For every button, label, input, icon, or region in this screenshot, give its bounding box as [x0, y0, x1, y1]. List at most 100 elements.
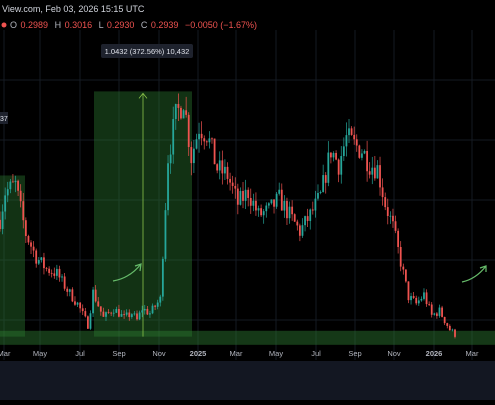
candle-body-62	[159, 296, 162, 303]
candle-body-163	[420, 298, 423, 301]
candle-body-142	[366, 150, 369, 172]
candle-body-171	[441, 307, 443, 317]
candle-body-167	[430, 304, 433, 315]
candle-body-150	[386, 207, 389, 216]
candle-body-111	[286, 200, 288, 219]
curved-arrow-right	[461, 265, 487, 283]
curved-arrow-left	[112, 263, 142, 282]
x-tick-label-10: Nov	[387, 349, 401, 358]
candle-body-175	[451, 329, 454, 331]
measure-label-text: 1.0432 (372.56%) 10,432	[105, 47, 190, 56]
candle-body-100	[257, 208, 260, 211]
l-label: L	[99, 20, 104, 30]
candle-body-123	[317, 192, 319, 199]
candle-body-65	[167, 163, 169, 211]
candle-body-7	[17, 180, 19, 191]
o-label: O	[10, 20, 17, 30]
support-zone	[0, 330, 495, 345]
candles	[0, 93, 456, 339]
x-tick-label-5: 2025	[190, 349, 207, 358]
change-value: −0.0050 (−1.67%)	[185, 20, 257, 30]
candle-body-4	[9, 181, 12, 190]
candle-body-31	[79, 302, 82, 309]
h-value: 0.3016	[65, 20, 93, 30]
candle-body-143	[368, 171, 371, 175]
candle-body-90	[231, 182, 234, 186]
candle-body-116	[298, 225, 301, 236]
candle-body-64	[164, 210, 167, 259]
candle-body-35	[89, 313, 92, 329]
candle-body-153	[394, 221, 397, 231]
candle-body-168	[433, 313, 436, 315]
candle-body-52	[133, 313, 136, 315]
candle-body-50	[128, 312, 131, 318]
candle-body-97	[249, 197, 252, 206]
candle-body-38	[97, 301, 100, 307]
curved-arrow-right-head	[479, 265, 487, 272]
candle-body-6	[14, 180, 17, 183]
candle-body-8	[19, 190, 22, 202]
candle-body-30	[76, 302, 79, 305]
measure-arrow-head	[138, 92, 148, 99]
candle-body-169	[436, 313, 438, 316]
source-line: View.com, Feb 03, 2026 15:15 UTC	[2, 4, 145, 14]
candle-body-80	[205, 141, 208, 143]
candle-body-120	[309, 209, 312, 221]
candle-body-149	[384, 197, 387, 208]
candle-body-32	[81, 308, 84, 312]
candle-body-98	[252, 200, 255, 206]
candle-body-108	[278, 189, 281, 194]
candle-body-34	[86, 316, 89, 329]
candle-body-156	[402, 266, 405, 270]
candle-body-87	[224, 166, 226, 174]
left-label: 37	[0, 112, 8, 124]
candle-body-158	[407, 281, 410, 301]
candle-body-91	[234, 185, 237, 189]
candle-body-0	[0, 219, 1, 229]
candle-body-13	[32, 246, 35, 251]
candle-body-135	[348, 128, 350, 136]
candle-body-124	[319, 191, 322, 193]
x-tick-label-3: Sep	[112, 349, 125, 358]
candle-body-10	[24, 220, 27, 237]
x-tick-label-0: Mar	[0, 349, 11, 358]
candle-body-26	[66, 288, 69, 292]
candle-body-126	[324, 175, 327, 183]
candle-body-151	[389, 215, 392, 217]
candle-body-49	[125, 312, 128, 315]
candle-body-63	[161, 258, 164, 297]
candle-body-94	[242, 191, 244, 201]
candle-body-85	[218, 160, 221, 171]
candle-body-162	[417, 300, 420, 304]
candle-body-125	[322, 175, 325, 192]
candle-body-58	[149, 313, 151, 315]
measure-label-bg	[101, 44, 193, 58]
candle-body-41	[105, 312, 107, 317]
candle-body-60	[154, 305, 157, 307]
candle-body-161	[415, 297, 418, 304]
candle-body-68	[174, 104, 177, 120]
x-tick-label-6: Mar	[230, 349, 243, 358]
candle-body-43	[110, 312, 113, 314]
candle-body-19	[48, 268, 51, 273]
candle-body-145	[373, 167, 376, 179]
x-tick-label-8: Jul	[311, 349, 321, 358]
candle-body-105	[270, 199, 273, 204]
candle-body-44	[112, 312, 115, 314]
candle-body-141	[363, 150, 366, 154]
candle-body-17	[43, 257, 45, 269]
candle-body-1	[1, 211, 4, 229]
candle-body-74	[190, 147, 193, 164]
candle-body-70	[180, 107, 182, 119]
curved-arrow-left-head	[134, 263, 142, 272]
candle-body-84	[216, 164, 219, 171]
candle-body-133	[342, 146, 345, 157]
candle-body-53	[136, 313, 138, 320]
candle-body-45	[115, 308, 118, 313]
candle-body-104	[267, 203, 270, 206]
zones	[0, 91, 495, 345]
candle-body-24	[61, 276, 63, 278]
candle-body-144	[371, 167, 374, 175]
